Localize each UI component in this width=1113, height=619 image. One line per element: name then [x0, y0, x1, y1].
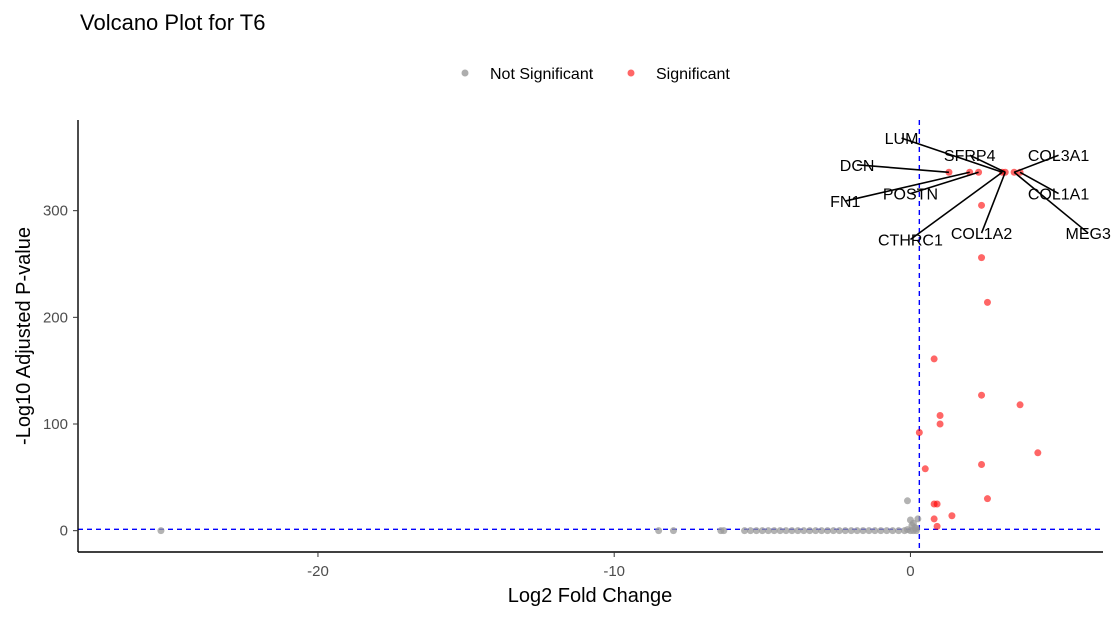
legend: Not Significant Significant [461, 66, 730, 83]
y-tick-label: 300 [43, 203, 68, 220]
x-tick-label: 0 [906, 563, 914, 580]
point-not-significant [823, 527, 831, 535]
point-not-significant [782, 527, 790, 535]
point-not-significant [835, 527, 843, 535]
legend-marker-not-significant [461, 69, 469, 77]
point-significant [978, 201, 986, 209]
point-not-significant [877, 527, 885, 535]
point-not-significant [903, 497, 911, 505]
point-not-significant [865, 527, 873, 535]
point-not-significant [157, 527, 165, 535]
point-significant [948, 512, 956, 520]
point-significant [1016, 401, 1024, 409]
gene-label: DCN [840, 158, 875, 175]
point-significant [936, 411, 944, 419]
annotation-leader-line [1013, 154, 1059, 174]
point-not-significant [909, 519, 917, 527]
point-not-significant [914, 515, 922, 523]
y-tick-label: 0 [60, 523, 68, 540]
point-not-significant [794, 527, 802, 535]
point-not-significant [806, 527, 814, 535]
annotation-leader-line [910, 171, 979, 195]
annotation-leader-line [1019, 171, 1059, 195]
point-significant [930, 355, 938, 363]
annotation-leader-line [845, 171, 970, 202]
point-significant [978, 461, 986, 469]
point-not-significant [776, 527, 784, 535]
plot-panel: LUM SFRP4 COL3A1 DCN FN1 POSTN COL1A1 COL1A2 MEG… [78, 120, 1111, 552]
y-tick-label: 100 [43, 416, 68, 433]
point-significant [978, 391, 986, 399]
x-axis-ticks: -20 -10 0 [307, 552, 915, 580]
legend-marker-significant [627, 69, 635, 77]
point-not-significant [812, 527, 820, 535]
point-not-significant [871, 527, 879, 535]
annotation-leader-line [969, 154, 1006, 173]
point-not-significant [895, 527, 903, 535]
annotation-leader-line [1013, 171, 1089, 234]
point-not-significant [746, 527, 754, 535]
point-significant [1034, 449, 1042, 457]
annotation-leader-line [909, 171, 1003, 241]
gene-label: SFRP4 [944, 148, 996, 165]
point-not-significant [912, 525, 920, 533]
point-not-significant [655, 527, 663, 535]
point-not-significant [859, 527, 867, 535]
point-not-significant [752, 527, 760, 535]
point-not-significant [741, 527, 749, 535]
point-not-significant [770, 527, 778, 535]
gene-label: FN1 [830, 194, 860, 211]
gene-label: CTHRC1 [878, 232, 943, 249]
point-not-significant [818, 527, 826, 535]
gene-label: POSTN [883, 187, 938, 204]
point-not-significant [853, 527, 861, 535]
point-significant [936, 420, 944, 428]
point-significant [983, 298, 991, 306]
y-axis-title: -Log10 Adjusted P-value [13, 227, 35, 445]
point-not-significant [758, 527, 766, 535]
gene-label: COL3A1 [1028, 148, 1089, 165]
point-significant [978, 254, 986, 262]
point-not-significant [841, 527, 849, 535]
chart-title: Volcano Plot for T6 [80, 10, 266, 35]
point-not-significant [829, 527, 837, 535]
point-not-significant [883, 527, 891, 535]
point-significant [933, 522, 941, 530]
gene-label: COL1A1 [1028, 187, 1089, 204]
y-axis-ticks: 0 100 200 300 [43, 203, 78, 540]
gene-label: LUM [885, 131, 919, 148]
point-significant [915, 429, 923, 437]
point-not-significant [847, 527, 855, 535]
point-significant [983, 495, 991, 503]
legend-label-not-significant: Not Significant [490, 66, 594, 83]
annotation-leader-line [980, 171, 1006, 234]
point-not-significant [669, 527, 677, 535]
gene-label: MEG3 [1066, 226, 1111, 243]
x-tick-label: -10 [603, 563, 625, 580]
point-not-significant [720, 527, 728, 535]
point-not-significant [800, 527, 808, 535]
annotation-leader-line [901, 137, 1003, 174]
point-not-significant [889, 527, 897, 535]
point-not-significant [764, 527, 772, 535]
x-tick-label: -20 [307, 563, 329, 580]
point-significant [921, 465, 929, 473]
point-significant [933, 500, 941, 508]
legend-label-significant: Significant [656, 66, 730, 83]
annotation-leader-line [857, 164, 950, 174]
y-tick-label: 200 [43, 309, 68, 326]
gene-label: COL1A2 [951, 226, 1012, 243]
x-axis-title: Log2 Fold Change [508, 585, 673, 607]
point-significant [930, 515, 938, 523]
point-not-significant [788, 527, 796, 535]
